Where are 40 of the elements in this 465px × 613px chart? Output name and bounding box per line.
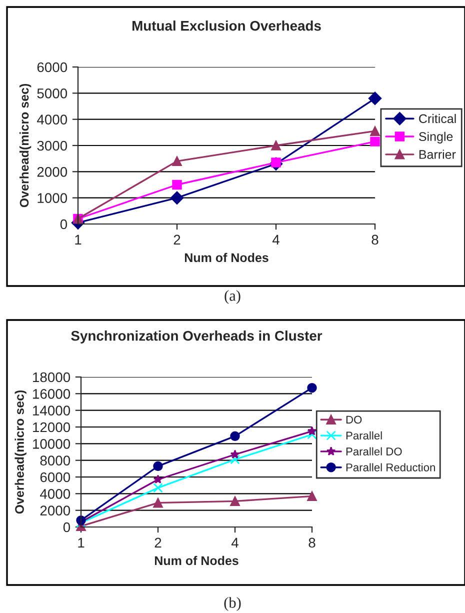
x-tick-label: 8 [308,538,316,548]
x-tick-label: 1 [75,234,82,244]
text: (b) [224,597,241,611]
y-tick-label: 1000 [38,193,68,204]
y-tick-label: 12000 [33,422,70,432]
x-tick-label: 4 [231,538,238,548]
y-tick-label: 8000 [40,456,70,466]
text: (a) [224,290,240,304]
x-axis-title: Num of Nodes [184,252,268,262]
legend-label: Single [419,132,453,144]
y-tick-label: 16000 [33,389,70,399]
x-tick-label: 2 [174,234,180,244]
y-tick-label: 4000 [40,489,70,499]
y-tick-label: 2000 [37,167,68,177]
y-tick-label: 4000 [37,114,68,125]
x-tick-label: 1 [78,538,84,548]
x-axis-title: Num of Nodes [154,556,238,566]
y-tick-label: 0 [63,522,70,532]
y-tick-label: 18000 [33,372,70,382]
legend-label: Parallel [346,431,382,440]
y-tick-label: 0 [60,219,68,230]
legend-label: DO [346,416,362,424]
chart-title: Synchronization Overheads in Cluster [71,330,322,344]
y-tick-label: 5000 [37,88,68,98]
y-tick-label: 3000 [37,140,68,151]
y-tick-label: 6000 [37,62,68,72]
x-tick-label: 8 [372,234,378,245]
x-tick-label: 2 [154,538,162,548]
y-tick-label: 2000 [40,506,70,516]
x-tick-label: 4 [272,234,280,244]
y-axis-title: Overhead(micro sec) [14,390,26,514]
legend-label: Parallel Reduction [346,463,435,472]
legend-label: Parallel DO [346,447,402,456]
legend-label: Critical [419,114,456,124]
y-tick-label: 10000 [33,439,70,449]
chart-title: Mutual Exclusion Overheads [132,20,321,31]
y-axis-title: Overhead(micro sec) [19,84,32,208]
y-tick-label: 6000 [40,472,70,482]
y-tick-label: 14000 [33,406,70,416]
legend-label: Barrier [419,150,456,159]
